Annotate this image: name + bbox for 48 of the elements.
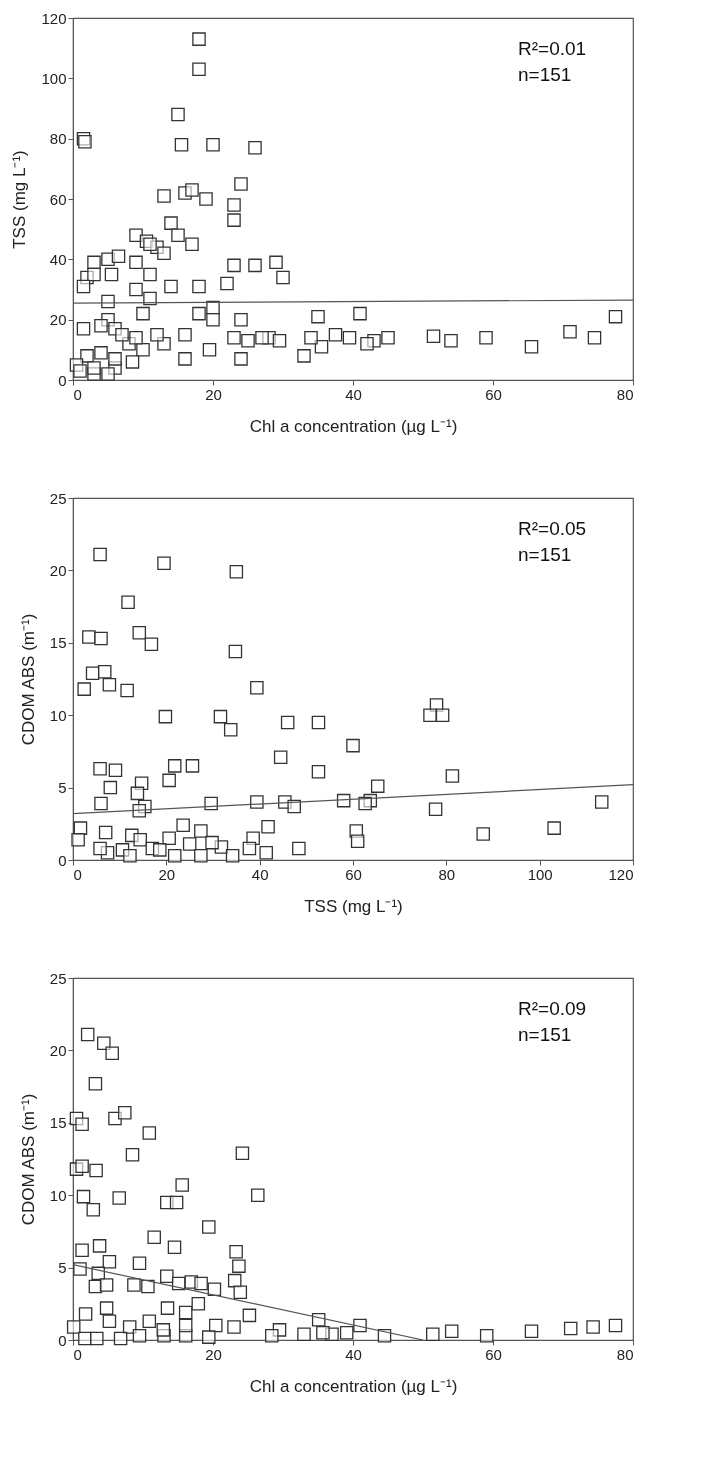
- y-tick-label: 120: [41, 9, 67, 27]
- x-tick-label: 20: [158, 865, 176, 883]
- y-tick-label: 0: [58, 1331, 67, 1349]
- y-axis-title: TSS (mg L⁻¹): [10, 150, 30, 249]
- x-tick-label: 40: [251, 865, 269, 883]
- y-tick-label: 20: [49, 561, 67, 579]
- x-tick-label: 60: [485, 1345, 502, 1363]
- y-tick-label: 15: [49, 1114, 67, 1132]
- y-tick-label: 80: [49, 130, 67, 148]
- x-tick-label: 40: [345, 1345, 362, 1363]
- annotation: n=151: [518, 1024, 572, 1045]
- x-tick-label: 0: [73, 865, 82, 883]
- x-tick-label: 100: [527, 865, 553, 883]
- x-tick-label: 120: [608, 865, 634, 883]
- y-tick-label: 100: [41, 69, 67, 87]
- x-axis-title: Chl a concentration (µg L⁻¹): [249, 1376, 458, 1396]
- x-tick-label: 20: [205, 1345, 222, 1363]
- x-tick-label: 80: [616, 385, 634, 403]
- y-tick-label: 15: [49, 634, 67, 652]
- y-tick-label: 60: [49, 190, 67, 208]
- y-tick-label: 40: [49, 250, 67, 268]
- x-axis-title: Chl a concentration (µg L⁻¹): [249, 416, 458, 436]
- y-tick-label: 5: [58, 779, 67, 797]
- annotation: n=151: [518, 64, 572, 85]
- x-tick-label: 40: [345, 385, 362, 403]
- x-axis-title: TSS (mg L⁻¹): [304, 896, 403, 916]
- y-tick-label: 25: [49, 969, 67, 987]
- y-tick-label: 10: [49, 706, 67, 724]
- y-axis-title: CDOM ABS (m⁻¹): [18, 613, 38, 746]
- y-tick-label: 0: [58, 371, 67, 389]
- x-tick-label: 60: [485, 385, 502, 403]
- y-tick-label: 20: [49, 311, 67, 329]
- x-tick-label: 80: [616, 1345, 634, 1363]
- y-axis-title: CDOM ABS (m⁻¹): [18, 1093, 38, 1226]
- x-tick-label: 20: [205, 385, 222, 403]
- x-tick-label: 80: [438, 865, 456, 883]
- y-tick-label: 10: [49, 1186, 67, 1204]
- x-tick-label: 0: [73, 1345, 82, 1363]
- y-tick-label: 5: [58, 1259, 67, 1277]
- annotation: R²=0.01: [518, 38, 587, 59]
- y-tick-label: 20: [49, 1041, 67, 1059]
- x-tick-label: 0: [73, 385, 82, 403]
- annotation: n=151: [518, 544, 572, 565]
- x-tick-label: 60: [345, 865, 362, 883]
- annotation: R²=0.09: [518, 998, 587, 1019]
- y-tick-label: 0: [58, 851, 67, 869]
- annotation: R²=0.05: [518, 518, 587, 539]
- y-tick-label: 25: [49, 489, 67, 507]
